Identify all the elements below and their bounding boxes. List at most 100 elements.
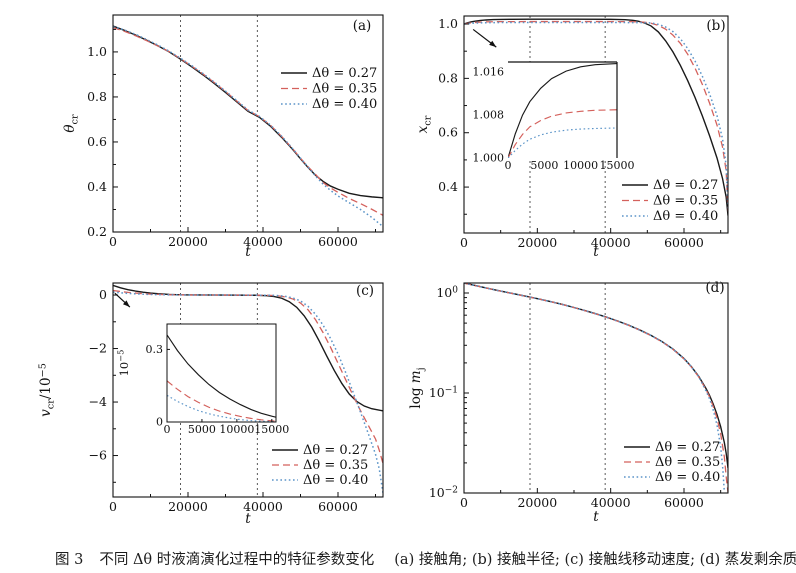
series-curves	[113, 25, 383, 228]
svg-text:10000: 10000	[563, 159, 598, 172]
svg-text:0.4: 0.4	[87, 179, 107, 194]
x-axis-label: t	[245, 511, 251, 527]
svg-text:0.2: 0.2	[87, 224, 107, 239]
annotation-arrow	[114, 292, 131, 308]
figure-caption: 图 3 不同 Δθ 时液滴演化过程中的特征参数变化 (a) 接触角; (b) 接触半…	[55, 548, 796, 569]
svg-text:0: 0	[99, 287, 107, 302]
tick-labels: 0 20000 40000 60000 0.4 0.6 0.8 1.0	[438, 16, 704, 250]
legend-label-2: Δθ = 0.40	[312, 97, 377, 112]
panel-d-svg: 0 20000 40000 60000 100 10−1 10−2 t log mj (d) Δθ …	[408, 280, 729, 525]
svg-text:20000: 20000	[517, 235, 557, 250]
panel-b: 0 5000 10000 15000 1.000 1.008 1.016 0 20000 4000…	[398, 0, 796, 262]
axes	[112, 14, 384, 233]
panel-tag: (b)	[706, 18, 725, 34]
svg-text:0: 0	[505, 159, 512, 172]
svg-text:0.8: 0.8	[438, 70, 458, 85]
svg-text:40000: 40000	[243, 499, 283, 514]
tick-labels: 0 20000 40000 60000 0 −2 −4 −6	[89, 287, 358, 514]
svg-text:0: 0	[109, 234, 117, 249]
caption-subcaptions: (a) 接触角; (b) 接触半径; (c) 接触线移动速度; (d) 蒸发剩余…	[394, 552, 796, 568]
tick-labels: 0 20000 40000 60000 0.2 0.4 0.6 0.8 1.0	[87, 44, 358, 249]
legend-label-0: Δθ = 0.27	[655, 440, 720, 455]
legend-label-2: Δθ = 0.40	[303, 473, 368, 488]
legend-label-1: Δθ = 0.35	[312, 82, 377, 97]
legend-label-0: Δθ = 0.27	[303, 443, 368, 458]
y-axis-label: θcr	[62, 114, 80, 133]
svg-text:5000: 5000	[188, 423, 216, 436]
series-curves	[113, 284, 383, 494]
svg-text:0.3: 0.3	[146, 343, 164, 356]
y-axis-label: xcr	[415, 115, 433, 133]
svg-text:100: 100	[436, 285, 458, 300]
panel-c: 0 5000 10000 15000 0 0.3 10−5 0 20000 40000 60000 0…	[0, 262, 398, 538]
x-axis-label: t	[245, 244, 251, 260]
legend-label-0: Δθ = 0.27	[653, 178, 718, 193]
panel-a-svg: 0 20000 40000 60000 0.2 0.4 0.6 0.8 1.0 t θcr (a) Δθ…	[62, 14, 384, 260]
svg-text:10000: 10000	[219, 423, 254, 436]
guide-lines	[529, 16, 606, 233]
series-line-2	[464, 283, 726, 493]
series-line-1	[464, 20, 728, 212]
svg-text:0: 0	[164, 423, 171, 436]
svg-text:10−2: 10−2	[429, 485, 458, 500]
legend-label-1: Δθ = 0.35	[653, 194, 718, 209]
guide-lines	[180, 283, 258, 497]
svg-text:0: 0	[460, 495, 468, 510]
series-line-0	[464, 18, 728, 216]
y-axis-label: vcr/10−5	[37, 363, 56, 417]
svg-text:60000: 60000	[318, 234, 358, 249]
panel-a: 0 20000 40000 60000 0.2 0.4 0.6 0.8 1.0 t θcr (a) Δθ…	[0, 0, 398, 262]
x-axis-label: t	[593, 244, 599, 260]
svg-text:1.000: 1.000	[473, 152, 505, 165]
guide-lines	[529, 283, 606, 493]
legend-label-1: Δθ = 0.35	[303, 458, 368, 473]
svg-text:0: 0	[109, 499, 117, 514]
x-axis-label: t	[593, 509, 599, 525]
panel-tag: (c)	[356, 283, 374, 299]
series-curves	[464, 283, 728, 493]
legend-label-1: Δθ = 0.35	[655, 455, 720, 470]
svg-text:1.016: 1.016	[473, 66, 505, 79]
caption-title: 不同 Δθ 时液滴演化过程中的特征参数变化	[99, 552, 375, 568]
svg-text:40000: 40000	[243, 234, 283, 249]
panel-tag: (d)	[705, 280, 724, 296]
caption-fig-label: 图 3	[55, 552, 84, 568]
svg-text:0.6: 0.6	[87, 134, 107, 149]
tick-labels: 0 20000 40000 60000 100 10−1 10−2	[429, 285, 704, 510]
svg-text:0.8: 0.8	[87, 89, 107, 104]
annotation-arrow	[472, 28, 497, 48]
legend-label-0: Δθ = 0.27	[312, 66, 377, 81]
svg-text:−4: −4	[89, 394, 107, 409]
svg-text:0: 0	[460, 235, 468, 250]
panel-tag: (a)	[353, 18, 372, 34]
svg-text:60000: 60000	[664, 235, 704, 250]
series-curves	[464, 18, 728, 216]
svg-text:1.0: 1.0	[438, 16, 458, 31]
svg-text:20000: 20000	[517, 495, 557, 510]
y-axis-label: log mj	[408, 367, 426, 408]
svg-text:20000: 20000	[168, 499, 208, 514]
series-line-1	[464, 283, 728, 493]
series-line-0	[113, 284, 383, 412]
panel-b-svg: 0 5000 10000 15000 1.000 1.008 1.016 0 20000 4000…	[415, 15, 729, 260]
inset-plot: 0 5000 10000 15000 1.000 1.008 1.016	[473, 61, 635, 172]
legend-label-2: Δθ = 0.40	[653, 209, 718, 224]
guide-lines	[180, 15, 258, 232]
svg-text:10−1: 10−1	[429, 385, 458, 400]
svg-text:40000: 40000	[591, 495, 631, 510]
svg-text:−6: −6	[89, 448, 107, 463]
legend-label-2: Δθ = 0.40	[655, 470, 720, 485]
svg-text:1.0: 1.0	[87, 44, 107, 59]
axes	[463, 15, 729, 234]
svg-text:1.008: 1.008	[473, 109, 505, 122]
svg-text:10−5: 10−5	[115, 350, 131, 377]
inset-plot: 0 5000 10000 15000 0 0.3 10−5	[115, 323, 289, 436]
axes	[112, 282, 384, 498]
svg-text:0: 0	[156, 416, 163, 429]
svg-text:0.4: 0.4	[438, 179, 458, 194]
